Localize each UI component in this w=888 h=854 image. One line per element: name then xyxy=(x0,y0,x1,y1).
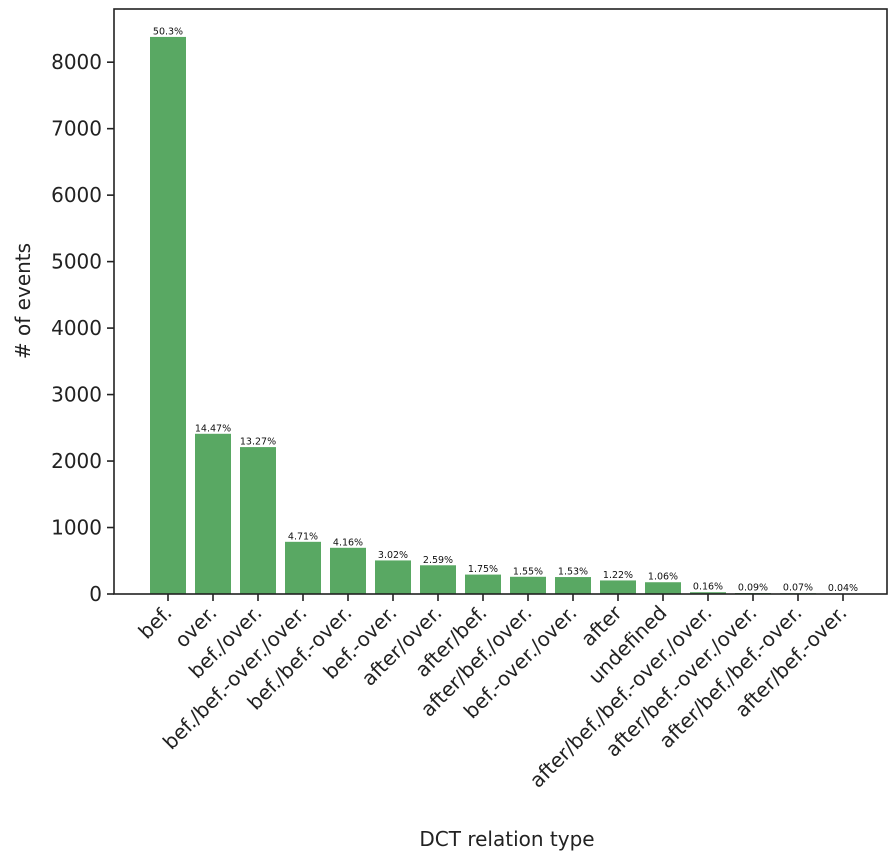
y-axis: 0 1000 2000 3000 4000 5000 6000 7000 8000 xyxy=(51,50,114,606)
y-tick-label: 0 xyxy=(89,582,102,606)
bar-data-label: 1.55% xyxy=(513,566,543,577)
plot-frame xyxy=(113,8,888,595)
bar-data-label: 1.06% xyxy=(648,572,678,583)
bar-data-label: 4.16% xyxy=(333,537,363,548)
bar xyxy=(690,592,726,594)
y-axis-title: # of events xyxy=(11,243,35,359)
bar xyxy=(375,560,411,594)
bar xyxy=(150,36,186,594)
bar xyxy=(420,565,456,594)
bar-data-label: 0.16% xyxy=(693,582,723,593)
x-axis-title: DCT relation type xyxy=(419,827,594,851)
y-tick-label: 2000 xyxy=(51,449,102,473)
bar xyxy=(330,547,366,594)
y-tick-label: 1000 xyxy=(51,516,102,540)
x-tick-label: bef. xyxy=(133,601,176,644)
plot-area: 50.3% 14.47% 13.27% 4.71% 4.16% 3.02% 2.59% 1.7… xyxy=(150,26,861,594)
bar xyxy=(240,447,276,594)
bar xyxy=(510,576,546,594)
bar-data-label: 1.22% xyxy=(603,570,633,581)
x-axis: bef.over.bef./over.bef./bef.-over./over.… xyxy=(133,594,852,792)
bar-data-label: 1.75% xyxy=(468,564,498,575)
bar-data-label: 50.3% xyxy=(153,26,183,37)
bar-data-label: 4.71% xyxy=(288,531,318,542)
bar xyxy=(195,433,231,594)
bar xyxy=(465,574,501,594)
bar xyxy=(285,541,321,594)
bar xyxy=(600,580,636,594)
bar-data-label: 1.53% xyxy=(558,567,588,578)
bar-data-label: 14.47% xyxy=(195,423,231,434)
y-tick-label: 3000 xyxy=(51,383,102,407)
y-tick-label: 7000 xyxy=(51,117,102,141)
bar-data-label: 3.02% xyxy=(378,550,408,561)
y-tick-label: 8000 xyxy=(51,50,102,74)
bar xyxy=(555,577,591,594)
bar-data-label: 0.09% xyxy=(738,583,768,594)
y-tick-label: 5000 xyxy=(51,250,102,274)
y-tick-label: 6000 xyxy=(51,183,102,207)
y-tick-label: 4000 xyxy=(51,316,102,340)
bar-data-label: 0.07% xyxy=(783,583,813,594)
bar xyxy=(645,582,681,594)
bar-data-label: 2.59% xyxy=(423,555,453,566)
bar-data-label: 0.04% xyxy=(828,583,858,594)
bar-data-label: 13.27% xyxy=(240,437,276,448)
